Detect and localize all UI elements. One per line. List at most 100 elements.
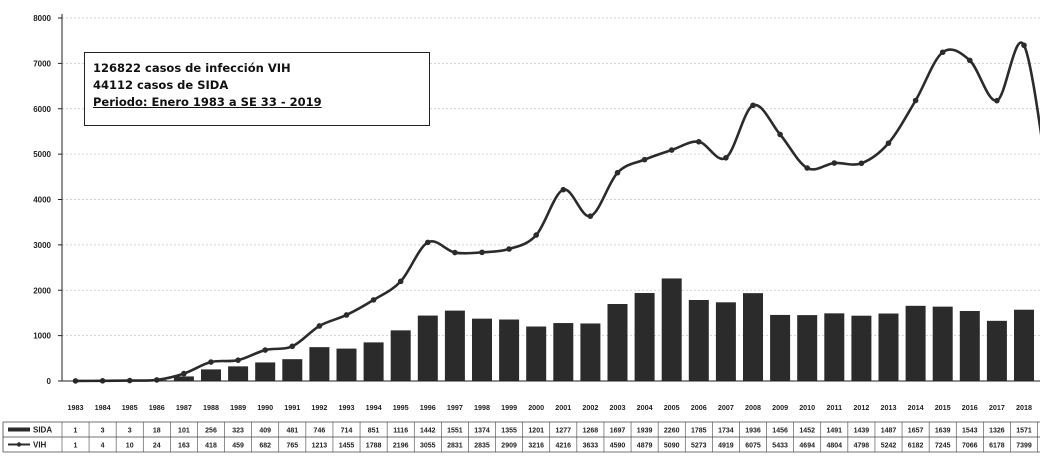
x-tick-label: 2001 [555, 403, 571, 412]
bar-sida-2001 [553, 323, 573, 381]
table-cell-vih: 765 [286, 443, 298, 450]
table-cell-sida: 1442 [420, 428, 436, 435]
legend-key-sida [8, 428, 30, 432]
bar-sida-2006 [689, 300, 709, 381]
table-cell-vih: 2835 [474, 443, 490, 450]
info-aids-total: 44112 casos de SIDA [93, 77, 421, 94]
table-cell-vih: 1213 [312, 443, 328, 450]
table-cell-sida: 1639 [935, 428, 951, 435]
bar-sida-1987 [174, 376, 194, 381]
table-cell-vih: 7245 [935, 443, 951, 450]
table-cell-sida: 746 [314, 428, 326, 435]
legend-label-sida: SIDA [33, 426, 52, 435]
point-vih-1996 [425, 240, 431, 246]
table-cell-vih: 2831 [447, 443, 463, 450]
x-tick-label: 1997 [447, 403, 463, 412]
bar-sida-2018 [1014, 310, 1034, 381]
x-tick-label: 1998 [474, 403, 490, 412]
y-tick-label: 6000 [33, 105, 51, 114]
table-cell-vih: 5090 [664, 443, 680, 450]
table-cell-vih: 10 [126, 443, 134, 450]
bar-sida-2010 [797, 315, 817, 381]
y-tick-label: 4000 [33, 196, 51, 205]
x-tick-label: 1987 [176, 403, 192, 412]
table-cell-sida: 1116 [393, 428, 408, 435]
table-cell-vih: 24 [153, 443, 161, 450]
table-cell-sida: 714 [341, 428, 353, 435]
table-cell-vih: 5273 [691, 443, 707, 450]
bar-sida-1993 [337, 349, 357, 381]
table-cell-sida: 1785 [691, 428, 707, 435]
table-cell-vih: 7066 [962, 443, 978, 450]
bar-sida-2014 [906, 306, 926, 381]
bar-sida-1989 [228, 366, 248, 381]
point-vih-1992 [317, 323, 323, 329]
table-cell-vih: 5242 [881, 443, 897, 450]
point-vih-1995 [398, 279, 404, 285]
x-tick-label: 1984 [95, 403, 111, 412]
y-tick-label: 7000 [33, 59, 51, 68]
x-tick-label: 1996 [420, 403, 436, 412]
x-tick-label: 2013 [881, 403, 897, 412]
bar-sida-2013 [879, 314, 899, 381]
bar-sida-1992 [309, 347, 329, 381]
table-cell-vih: 4804 [827, 443, 843, 450]
point-vih-1998 [479, 250, 485, 256]
table-cell-vih: 4798 [854, 443, 870, 450]
x-tick-label: 2010 [799, 403, 815, 412]
bar-sida-2016 [960, 311, 980, 381]
point-vih-2008 [750, 103, 756, 109]
point-vih-2011 [832, 160, 838, 166]
table-cell-vih: 4216 [556, 443, 572, 450]
bar-sida-1998 [472, 319, 492, 381]
table-cell-sida: 1268 [583, 428, 599, 435]
table-cell-vih: 418 [205, 443, 217, 450]
point-vih-2010 [804, 165, 810, 171]
table-cell-vih: 3055 [420, 443, 436, 450]
table-cell-sida: 1939 [637, 428, 653, 435]
bar-sida-2012 [851, 316, 871, 381]
x-tick-label: 2012 [853, 403, 869, 412]
x-tick-label: 1995 [393, 403, 409, 412]
table-cell-vih: 1788 [366, 443, 382, 450]
point-vih-2009 [777, 132, 783, 138]
table-cell-sida: 1326 [989, 428, 1005, 435]
x-tick-label: 2009 [772, 403, 788, 412]
y-tick-label: 1000 [33, 332, 51, 341]
legend-key-vih-marker [17, 442, 21, 446]
point-vih-1990 [262, 347, 268, 353]
table-cell-sida: 1734 [718, 428, 734, 435]
bar-sida-2004 [635, 293, 655, 381]
point-vih-1991 [290, 343, 296, 349]
table-cell-vih: 1 [74, 443, 78, 450]
point-vih-2013 [886, 140, 892, 146]
x-tick-label: 2007 [718, 403, 734, 412]
table-cell-sida: 1551 [447, 428, 463, 435]
table-cell-sida: 1491 [827, 428, 843, 435]
table-cell-sida: 2260 [664, 428, 680, 435]
table-cell-vih: 4879 [637, 443, 653, 450]
table-cell-sida: 1571 [1016, 428, 1032, 435]
bar-sida-1988 [201, 369, 221, 381]
bar-sida-1991 [282, 359, 302, 381]
point-vih-1989 [235, 357, 241, 363]
x-tick-label: 2000 [528, 403, 544, 412]
point-vih-1997 [452, 250, 458, 256]
y-tick-label: 0 [47, 377, 52, 386]
table-cell-vih: 459 [232, 443, 244, 450]
bar-sida-2002 [580, 323, 600, 381]
table-cell-vih: 4694 [799, 443, 815, 450]
point-vih-2004 [642, 157, 648, 163]
table-cell-vih: 163 [178, 443, 190, 450]
x-tick-label: 1990 [257, 403, 273, 412]
sida-bars [66, 278, 1040, 381]
point-vih-2000 [533, 232, 539, 238]
bar-sida-2015 [933, 307, 953, 381]
table-cell-sida: 1439 [854, 428, 870, 435]
point-vih-1986 [154, 377, 160, 383]
x-tick-label: 2015 [935, 403, 951, 412]
x-tick-label: 2008 [745, 403, 761, 412]
table-cell-vih: 4 [101, 443, 105, 450]
table-cell-sida: 3 [128, 428, 132, 435]
